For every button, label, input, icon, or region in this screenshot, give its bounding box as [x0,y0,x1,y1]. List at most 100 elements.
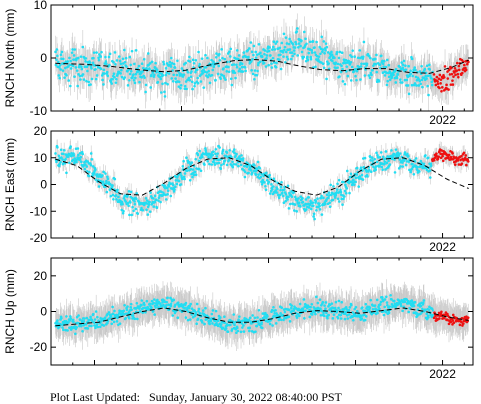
data-point [223,315,226,319]
data-point [119,62,123,66]
data-point [196,81,200,85]
data-point [242,324,245,327]
data-point [187,166,191,169]
data-point [138,307,141,310]
data-point [252,169,256,173]
model-curve [55,59,469,74]
data-point [111,305,114,309]
data-point [313,217,316,221]
x-tick-label: 2022 [429,240,456,254]
data-point [160,91,163,94]
data-point [258,60,262,64]
data-point [295,210,298,213]
data-point [404,64,407,68]
data-point [130,308,133,312]
data-point [428,169,432,172]
data-point [66,329,69,332]
data-point [91,165,95,168]
data-point [333,56,336,60]
data-point [351,178,355,182]
data-point [354,176,358,180]
data-point [102,83,105,86]
data-point [430,80,434,84]
data-point [274,322,278,325]
data-point [274,42,277,45]
data-point [96,173,99,176]
data-point [329,183,332,187]
data-point [330,53,334,56]
data-point [267,180,271,184]
data-point [233,323,236,327]
data-point [225,163,229,167]
data-point [263,52,266,56]
data-point [62,328,65,332]
data-point [153,313,156,316]
data-point [85,65,89,69]
data-point [370,73,373,77]
data-point [222,326,225,330]
data-point [97,58,101,62]
data-point [66,60,70,63]
data-point [437,77,441,81]
data-point [94,77,98,81]
data-point [410,57,414,61]
data-point [141,70,144,73]
data-point [152,197,155,200]
data-point [343,189,347,193]
data-point [85,169,89,173]
data-point [187,310,190,314]
data-point [130,49,134,53]
data-point [288,48,292,51]
data-point [167,185,171,188]
data-point [169,302,173,306]
data-point [129,201,132,204]
data-point [425,168,429,172]
data-point [96,325,100,329]
data-point [426,84,429,88]
data-point [140,299,144,302]
plot-area [54,279,470,351]
data-point [60,316,63,320]
data-point [171,314,175,317]
data-point [385,83,389,87]
data-point [350,183,354,187]
data-point [132,209,135,213]
data-point [449,155,453,159]
data-point [352,183,356,186]
data-point [57,74,60,77]
data-point [287,195,290,199]
data-point [74,66,78,69]
data-point [282,194,285,198]
data-point [417,84,421,87]
data-point [450,72,454,76]
data-point [457,163,461,166]
data-point [203,313,207,317]
data-point [179,86,182,90]
data-point [54,50,57,54]
data-point [339,188,342,192]
data-point [184,316,188,319]
data-point [124,200,127,203]
data-point [133,81,137,85]
data-point [211,322,214,325]
data-point [312,215,315,218]
data-point [65,171,68,175]
data-point [232,313,236,316]
data-point [137,64,141,68]
data-point [68,326,71,329]
data-point [459,158,462,162]
data-point [372,165,375,169]
data-point [134,197,138,201]
data-point [67,155,70,158]
data-point [311,201,315,204]
data-point [79,78,82,81]
data-point [294,40,297,44]
data-point [287,42,291,46]
data-point [247,55,250,59]
data-point [156,298,159,302]
data-point [381,168,384,171]
data-point [129,63,132,67]
data-point [220,163,223,167]
data-point [362,62,366,66]
data-point [247,47,251,50]
